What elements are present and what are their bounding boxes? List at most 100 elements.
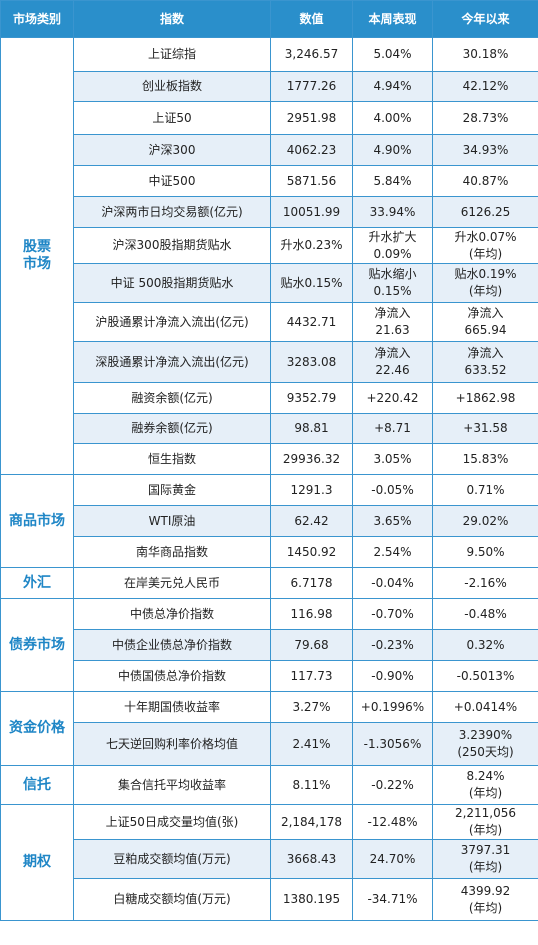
data-cell: 28.73%	[432, 101, 538, 135]
cell-line: (年均)	[468, 284, 503, 298]
data-cell: -12.48%	[352, 804, 433, 840]
data-cell: 1450.92	[270, 536, 353, 568]
data-cell: 1380.195	[270, 878, 353, 921]
data-cell: 4.90%	[352, 134, 433, 166]
table-row: 融资余额(亿元) 9352.79 +220.42 +1862.98	[1, 382, 538, 414]
cell-line: 市场	[23, 256, 51, 272]
data-cell: 3,246.57	[270, 37, 353, 72]
data-cell: -0.05%	[352, 474, 433, 506]
data-cell: 4399.92 (年均)	[432, 878, 538, 921]
header-cell: 今年以来	[432, 0, 538, 38]
table-row: 七天逆回购利率价格均值 2.41% -1.3056% 3.2390% (250天均)	[1, 722, 538, 766]
data-cell: +8.71	[352, 413, 433, 444]
cell-line: 21.63	[375, 323, 410, 337]
category-cell: 信托	[0, 765, 74, 805]
data-cell: WTI原油	[73, 505, 271, 537]
table-row: 沪深两市日均交易额(亿元) 10051.99 33.94% 6126.25	[1, 196, 538, 228]
data-cell: 2.41%	[270, 722, 353, 766]
header-cell: 数值	[270, 0, 353, 38]
header-cell: 指数	[73, 0, 271, 38]
data-cell: 3.27%	[270, 691, 353, 723]
data-cell: 沪深300	[73, 134, 271, 166]
data-cell: 贴水缩小 0.15%	[352, 263, 433, 303]
data-cell: 深股通累计净流入流出(亿元)	[73, 341, 271, 383]
cell-line: (年均)	[468, 860, 503, 874]
cell-line: 资金价格	[9, 720, 65, 736]
data-cell: 30.18%	[432, 37, 538, 72]
data-cell: 集合信托平均收益率	[73, 765, 271, 805]
cell-line: 4399.92	[460, 883, 511, 898]
data-cell: 2951.98	[270, 101, 353, 135]
data-cell: 恒生指数	[73, 443, 271, 475]
cell-line: 商品市场	[9, 512, 65, 529]
data-cell: -0.5013%	[432, 660, 538, 692]
cell-line: (年均)	[468, 246, 503, 261]
table-row: 深股通累计净流入流出(亿元) 3283.08 净流入 22.46 净流入 633.52	[1, 341, 538, 383]
data-cell: 5.84%	[352, 165, 433, 197]
data-cell: +31.58	[432, 413, 538, 444]
data-cell: 8.24% (年均)	[432, 765, 538, 805]
market-table: 市场类别 指数 数值 本周表现 今年以来 股票 市场 上证综指 3,246.57 5.04% 30…	[0, 0, 538, 921]
data-cell: 上证50日成交量均值(张)	[73, 804, 271, 840]
cell-line: 净流入	[374, 346, 411, 360]
data-cell: 34.93%	[432, 134, 538, 166]
data-cell: 4062.23	[270, 134, 353, 166]
cell-line: 8.24%	[466, 769, 505, 783]
table-row: 中证500 5871.56 5.84% 40.87%	[1, 165, 538, 197]
cell-line: 3.2390%	[458, 728, 513, 742]
data-cell: 116.98	[270, 598, 353, 630]
cell-line: 633.52	[464, 363, 507, 377]
table-row: 期权 上证50日成交量均值(张) 2,184,178 -12.48% 2,211,056…	[0, 804, 538, 921]
data-cell: 上证综指	[73, 37, 271, 72]
data-cell: +220.42	[352, 382, 433, 414]
cell-line: 升水扩大	[368, 229, 417, 244]
data-cell: 1777.26	[270, 71, 353, 102]
data-cell: 3.65%	[352, 505, 433, 537]
cell-line: (年均)	[468, 786, 503, 800]
table-row: 中债企业债总净价指数 79.68 -0.23% 0.32%	[1, 629, 538, 661]
data-cell: 10051.99	[270, 196, 353, 228]
data-cell: 2.54%	[352, 536, 433, 568]
table-row: 南华商品指数 1450.92 2.54% 9.50%	[1, 536, 538, 568]
header-row: 市场类别 指数 数值 本周表现 今年以来	[0, 0, 538, 38]
table-row: WTI原油 62.42 3.65% 29.02%	[1, 505, 538, 537]
cell-line: (年均)	[468, 823, 503, 837]
data-cell: 贴水0.19% (年均)	[432, 263, 538, 303]
data-cell: 中债企业债总净价指数	[73, 629, 271, 661]
cell-line: 贴水0.19%	[454, 267, 517, 281]
data-cell: -1.3056%	[352, 722, 433, 766]
data-cell: 117.73	[270, 660, 353, 692]
data-cell: -0.22%	[352, 765, 433, 805]
data-cell: 贴水0.15%	[270, 263, 353, 303]
data-cell: +1862.98	[432, 382, 538, 414]
data-cell: 升水扩大 0.09%	[352, 227, 433, 264]
data-cell: 上证50	[73, 101, 271, 135]
data-cell: 6126.25	[432, 196, 538, 228]
data-cell: 62.42	[270, 505, 353, 537]
cell-line: (年均)	[468, 900, 503, 915]
data-cell: 5871.56	[270, 165, 353, 197]
table-row: 中债国债总净价指数 117.73 -0.90% -0.5013%	[1, 660, 538, 692]
table-row: 资金价格 十年期国债收益率 3.27% +0.1996% +0.0414%	[0, 691, 538, 766]
table-row: 中证 500股指期货贴水 贴水0.15% 贴水缩小 0.15% 贴水0.19% (年均)	[1, 263, 538, 303]
cell-line: 665.94	[464, 323, 507, 337]
data-cell: 40.87%	[432, 165, 538, 197]
data-cell: 沪股通累计净流入流出(亿元)	[73, 302, 271, 342]
data-cell: -2.16%	[432, 567, 538, 599]
data-cell: 中证500	[73, 165, 271, 197]
data-cell: 33.94%	[352, 196, 433, 228]
data-cell: -0.23%	[352, 629, 433, 661]
data-cell: 29936.32	[270, 443, 353, 475]
cell-line: 22.46	[375, 363, 410, 377]
data-cell: 4.94%	[352, 71, 433, 102]
data-cell: 15.83%	[432, 443, 538, 475]
table-row: 融券余额(亿元) 98.81 +8.71 +31.58	[1, 413, 538, 444]
data-cell: -0.70%	[352, 598, 433, 630]
category-cell: 外汇	[0, 567, 74, 599]
data-cell: -0.48%	[432, 598, 538, 630]
data-cell: 8.11%	[270, 765, 353, 805]
data-cell: 1291.3	[270, 474, 353, 506]
category-cell: 商品市场	[0, 474, 74, 568]
data-cell: -0.90%	[352, 660, 433, 692]
cell-line: 3797.31	[460, 843, 511, 857]
